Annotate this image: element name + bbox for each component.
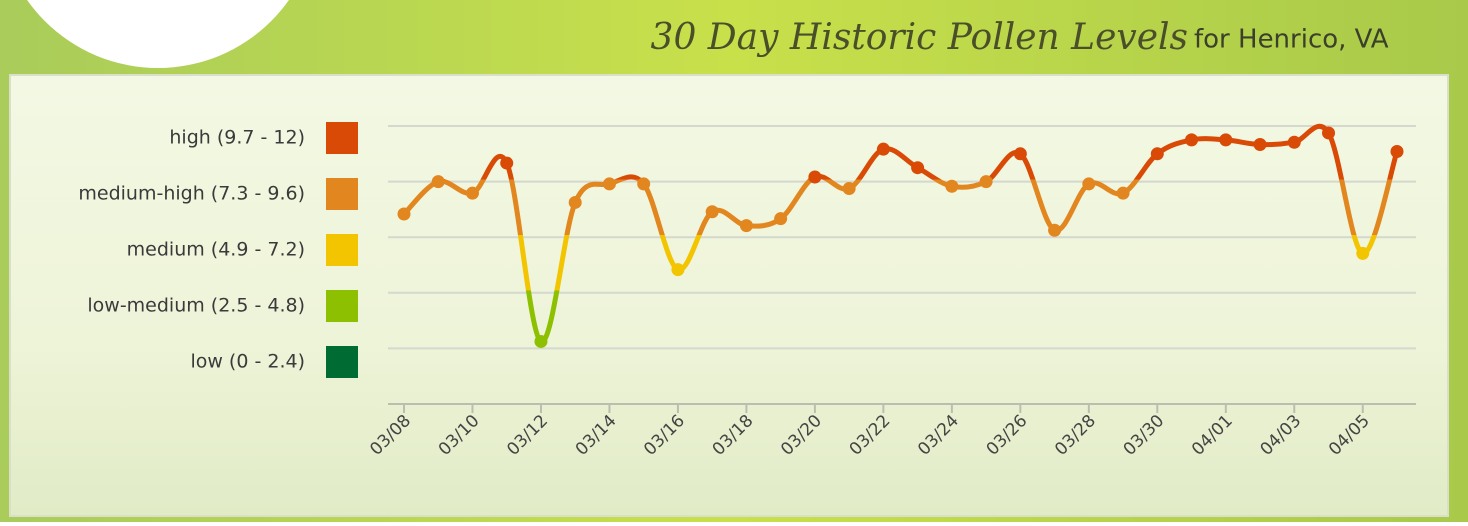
chart-title: 30 Day Historic Pollen Levels <box>651 17 1188 58</box>
point <box>1322 126 1336 140</box>
legend-swatch <box>326 346 358 378</box>
point <box>637 177 651 191</box>
legend-swatch <box>326 290 358 322</box>
point <box>1253 138 1267 152</box>
point <box>1048 223 1062 237</box>
point <box>397 207 411 221</box>
point <box>1082 177 1096 191</box>
point <box>534 334 548 348</box>
legend-swatch <box>326 178 358 210</box>
point <box>1219 133 1233 147</box>
legend-label: high (9.7 - 12) <box>169 127 305 149</box>
point <box>1013 147 1027 161</box>
legend-label: medium (4.9 - 7.2) <box>127 239 305 261</box>
point <box>1185 133 1199 147</box>
point <box>431 175 445 189</box>
legend-swatch <box>326 234 358 266</box>
point <box>602 177 616 191</box>
chart-subtitle: for Henrico, VA <box>1194 25 1389 55</box>
point <box>465 186 479 200</box>
point <box>500 156 514 170</box>
logo-circle <box>27 0 289 68</box>
point <box>774 212 788 226</box>
point <box>1116 186 1130 200</box>
legend-label: low-medium (2.5 - 4.8) <box>87 295 305 317</box>
chart-panel <box>9 74 1449 517</box>
point <box>568 195 582 209</box>
point <box>911 161 925 175</box>
point <box>705 205 719 219</box>
point <box>1150 147 1164 161</box>
legend-label: medium-high (7.3 - 9.6) <box>78 183 305 205</box>
point <box>808 170 822 184</box>
legend-label: low (0 - 2.4) <box>190 351 305 373</box>
point <box>842 182 856 196</box>
point <box>876 142 890 156</box>
point <box>739 219 753 233</box>
point <box>1287 135 1301 149</box>
legend-swatch <box>326 122 358 154</box>
point <box>979 175 993 189</box>
point <box>671 263 685 277</box>
point <box>1356 246 1370 260</box>
point <box>945 179 959 193</box>
point <box>1390 144 1404 158</box>
